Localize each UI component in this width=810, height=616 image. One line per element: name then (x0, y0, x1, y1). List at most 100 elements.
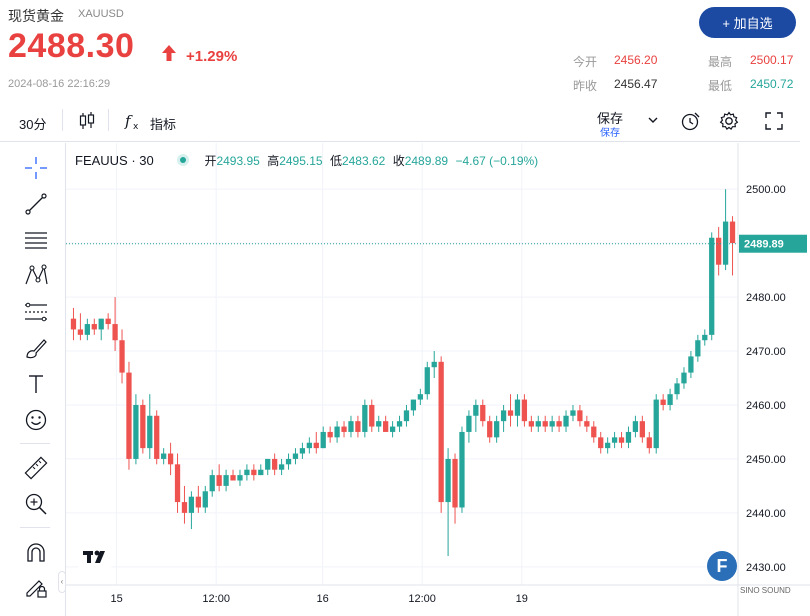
candle-body (147, 415, 153, 449)
last-price-label: 2489.89 (744, 239, 784, 251)
candle-body (591, 426, 597, 438)
y-tick-label: 2480.00 (746, 292, 786, 304)
legend-symbol[interactable]: FEAUUS · 30 (75, 153, 154, 168)
collapse-toolbar-button[interactable]: ‹ (58, 571, 66, 593)
candle-body (140, 404, 146, 449)
candle-body (161, 453, 167, 459)
candle-body (209, 475, 215, 492)
svg-text:f: f (124, 112, 133, 130)
emoji-icon[interactable] (22, 406, 50, 434)
candle-body (285, 458, 292, 465)
candle-body (598, 437, 604, 449)
toolbar-divider (20, 443, 50, 444)
stat-prev-close: 昨收 (573, 77, 597, 94)
candle-body (507, 410, 514, 416)
stat-prev-close-value: 2456.47 (614, 77, 658, 91)
lock-pencil-icon[interactable] (22, 573, 50, 601)
candle-body (473, 404, 479, 416)
interval-selector[interactable]: 30分 (19, 117, 47, 132)
stat-prev-close-label: 昨收 (573, 79, 598, 93)
fx-indicator-icon[interactable]: f x (124, 111, 144, 131)
pattern-tool-icon[interactable] (22, 262, 50, 290)
add-watchlist-button[interactable]: + 加自选 (699, 7, 796, 38)
x-tick-label: 19 (516, 593, 528, 605)
legend-high-label: 高 (267, 154, 280, 168)
toolbar-divider (108, 109, 109, 131)
candle-body (313, 442, 319, 449)
current-price: 2488.30 (8, 27, 135, 65)
candle-body (528, 421, 534, 427)
toolbar-divider (20, 527, 50, 528)
chart-toolbar: 30分 f x 指标 保存 保存 (0, 100, 800, 142)
candle-body (639, 421, 645, 438)
candle-body (625, 431, 632, 443)
x-tick-label: 16 (316, 593, 328, 605)
zoom-in-icon[interactable] (22, 490, 50, 518)
candle-body (681, 372, 687, 384)
legend-change: −4.67 (−0.19%) (455, 154, 539, 168)
trend-line-icon[interactable] (22, 190, 50, 218)
sino-sound-watermark: SINO SOUND (740, 586, 791, 595)
stat-high-value: 2500.17 (750, 53, 794, 67)
candle-body (716, 237, 722, 265)
indicators-button[interactable]: 指标 (150, 117, 177, 132)
candle-body (348, 421, 354, 432)
toolbar-divider (62, 109, 63, 131)
candle-body (77, 329, 84, 335)
candle-body (98, 318, 104, 330)
y-tick-label: 2460.00 (746, 400, 786, 412)
chevron-down-icon[interactable] (647, 115, 659, 125)
alert-clock-icon[interactable] (680, 110, 702, 132)
candle-body (417, 394, 423, 400)
candle-body (327, 431, 333, 438)
candle-body (174, 464, 181, 503)
candle-body (605, 442, 611, 449)
candle-body (188, 496, 195, 513)
candle-body (667, 394, 673, 405)
candle-style-icon[interactable] (78, 111, 96, 131)
y-tick-label: 2450.00 (746, 454, 786, 466)
candle-body (577, 410, 583, 422)
fullscreen-icon[interactable] (764, 111, 784, 131)
candle-body (334, 426, 340, 438)
settings-gear-icon[interactable] (718, 110, 740, 132)
fib-retracement-icon[interactable] (22, 226, 50, 254)
candle-body (119, 340, 125, 373)
candle-body (389, 426, 396, 432)
x-tick-label: 12:00 (202, 593, 230, 605)
up-arrow-icon (162, 45, 176, 61)
tradingview-logo (78, 543, 112, 569)
candle-body (500, 410, 507, 422)
brush-icon[interactable] (22, 334, 50, 362)
candle-body (403, 410, 410, 422)
candle-body (216, 475, 222, 486)
legend-open: 2493.95 (216, 154, 260, 168)
candle-body (570, 410, 576, 416)
forecast-tool-icon[interactable] (22, 298, 50, 326)
candle-body (91, 324, 97, 330)
candle-body (466, 415, 472, 432)
candle-body (695, 340, 701, 357)
ruler-icon[interactable] (22, 454, 50, 482)
candle-body (292, 453, 299, 459)
save-button[interactable]: 保存 (597, 111, 624, 126)
candle-body (383, 421, 389, 432)
crosshair-icon[interactable] (22, 154, 50, 182)
legend-high: 2495.15 (279, 154, 323, 168)
candle-body (265, 458, 271, 470)
text-tool-icon[interactable] (22, 370, 50, 398)
candle-body (376, 421, 382, 427)
change-percent: +1.29% (186, 48, 238, 65)
legend-close-label: 收 (392, 154, 405, 168)
f-badge-logo: F (707, 551, 737, 581)
instrument-code: XAUUSD (78, 8, 124, 20)
drawing-toolbar (0, 143, 66, 616)
candle-body (653, 399, 659, 449)
candle-body (660, 399, 666, 405)
candle-body (459, 431, 465, 508)
magnet-icon[interactable] (22, 539, 50, 567)
candle-body (632, 421, 639, 432)
price-chart[interactable]: 2430.00 2440.00 2450.00 2460.00 2470.00 2480.… (66, 143, 810, 616)
candle-body (618, 437, 625, 443)
candle-body (646, 437, 652, 449)
